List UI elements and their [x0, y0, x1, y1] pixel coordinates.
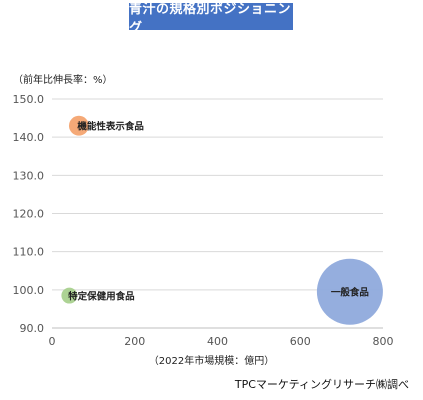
x-tick-label: 600 — [290, 335, 311, 348]
y-tick-label: 110.0 — [13, 246, 45, 259]
bubble-label: 特定保健用食品 — [68, 291, 135, 303]
y-tick-label: 150.0 — [13, 93, 45, 106]
x-tick-label: 200 — [124, 335, 145, 348]
x-tick-label: 400 — [207, 335, 228, 348]
x-axis-label: （2022年市場規模：億円） — [148, 356, 275, 367]
y-tick-label: 120.0 — [13, 208, 45, 221]
y-tick-label: 100.0 — [13, 284, 45, 297]
bubble — [68, 115, 89, 136]
y-axis-label: （前年比伸長率：%） — [13, 75, 113, 86]
chart-title-banner: 青汁の規格別ポジショニング — [129, 1, 293, 36]
source-note: TPCマーケティングリサーチ㈱調べ — [234, 378, 409, 391]
bubble — [316, 258, 383, 325]
y-tick-label: 140.0 — [13, 131, 45, 144]
x-tick-labels: 0 200 400 600 800 — [49, 335, 394, 348]
bubble-label: 一般食品 — [331, 287, 369, 299]
x-tick-label: 0 — [49, 335, 56, 348]
y-tick-labels: 90.0 100.0 110.0 120.0 130.0 140.0 150.0 — [13, 93, 45, 335]
x-tick-label: 800 — [373, 335, 394, 348]
bubble — [61, 287, 78, 304]
y-tick-label: 90.0 — [20, 322, 45, 335]
bubbles — [61, 115, 383, 325]
bubble-label: 機能性表示食品 — [77, 121, 144, 133]
y-tick-label: 130.0 — [13, 169, 45, 182]
